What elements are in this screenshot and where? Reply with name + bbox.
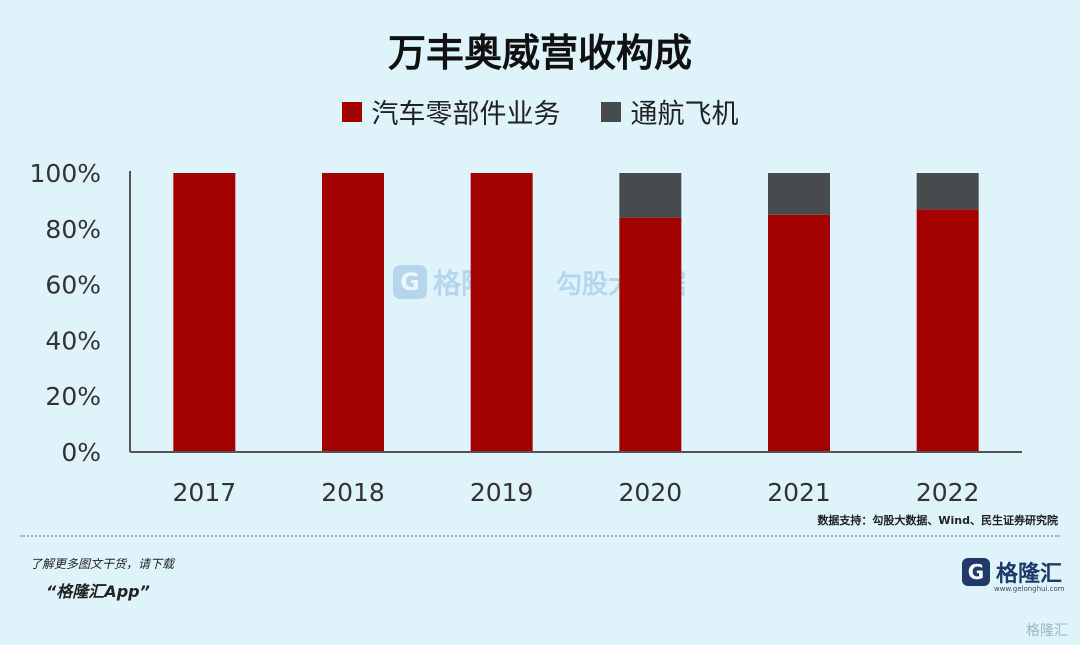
bar-auto-parts [619,217,682,452]
bar-auto-parts [173,173,236,452]
x-tick-label: 2020 [619,478,683,507]
footer-download-text: 了解更多图文干货，请下载 [30,557,175,571]
data-source: 数据支持：勾股大数据、Wind、民生证券研究院 [817,514,1058,527]
brand-url: www.gelonghui.com [994,585,1065,593]
bar-aircraft [619,173,682,218]
brand-logo: G 格隆汇 [962,556,1062,588]
watermark-g-icon: G [393,265,427,299]
y-tick-label: 20% [45,382,101,411]
x-tick-label: 2019 [470,478,534,507]
bar-auto-parts [470,173,533,452]
stacked-bar-chart: 0% 20% 40% 60% 80% 100% 2017 2018 2019 2020 2021 20… [30,159,1022,507]
bar-auto-parts [322,173,384,452]
legend-swatch-auto-parts [341,101,362,122]
chart-title: 万丰奥威营收构成 [387,31,692,75]
legend-label-aircraft: 通航飞机 [630,99,739,130]
bar-auto-parts [916,209,979,452]
legend-item-aircraft: 通航飞机 [600,92,739,131]
y-tick-label: 100% [30,159,101,188]
y-tick-label: 80% [45,215,101,244]
y-tick-label: 60% [45,271,101,300]
footer-divider [20,535,1060,537]
brand-g-icon: G [962,558,990,586]
legend-item-auto-parts: 汽车零部件业务 [341,92,561,131]
y-tick-label: 0% [61,438,101,467]
legend-swatch-aircraft [600,101,621,122]
x-tick-label: 2021 [767,478,831,507]
x-tick-label: 2017 [173,478,237,507]
bar-aircraft [768,173,830,215]
y-tick-label: 40% [45,326,101,355]
bar-auto-parts [768,214,830,452]
chart-legend: 汽车零部件业务 通航飞机 [0,92,1080,131]
bar-aircraft [916,173,979,210]
legend-label-auto-parts: 汽车零部件业务 [371,99,561,130]
footer-app-name: “格隆汇App” [46,582,150,601]
x-tick-label: 2022 [916,478,980,507]
corner-watermark: 格隆汇 [1026,623,1068,639]
x-tick-label: 2018 [321,478,385,507]
brand-name: 格隆汇 [996,562,1063,587]
